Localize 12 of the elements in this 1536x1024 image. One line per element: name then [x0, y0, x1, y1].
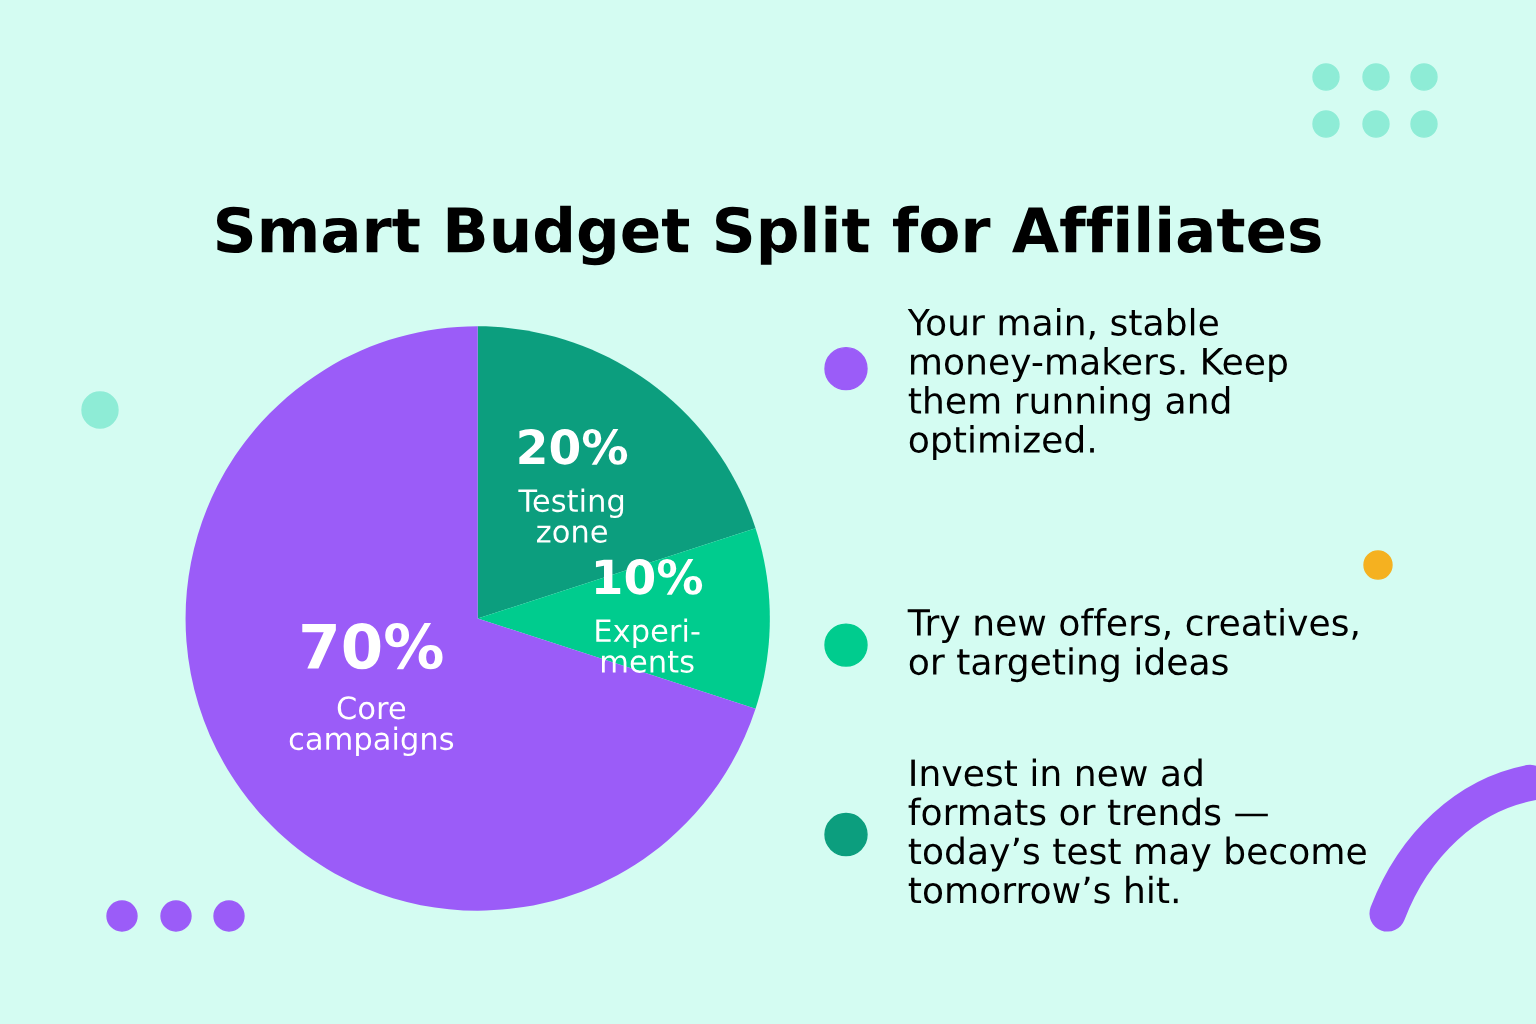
- data-label: 10%: [595, 559, 703, 595]
- pie-slice: [477, 326, 756, 619]
- chart-title: Smart Budget Split for Affiliates: [217, 205, 1321, 266]
- slice-label: Core campaigns: [289, 696, 454, 757]
- slice-label: Testing zone: [518, 488, 624, 543]
- data-label: 20%: [519, 429, 628, 465]
- text: Try new offers, creatives, or targeting ideas: [907, 608, 1358, 683]
- text: Invest in new ad formats or trends — today’s test may become tomorrow’s hit.: [908, 758, 1366, 904]
- pie-slice: [185, 326, 756, 911]
- slice-label: Experi- ments: [596, 618, 700, 673]
- data-label: 70%: [302, 623, 443, 670]
- text: Your main, stable money-makers. Keep them running and optimized.: [907, 307, 1287, 461]
